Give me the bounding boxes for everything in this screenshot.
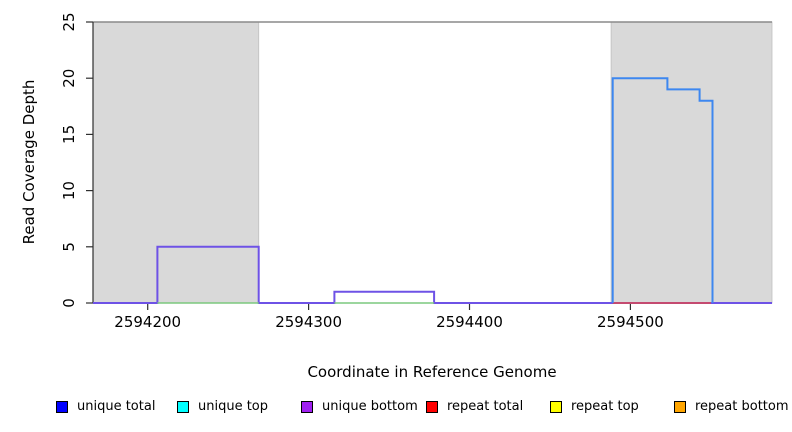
legend-item-unique-top: unique top: [177, 399, 268, 414]
y-tick-label: 25: [60, 12, 78, 31]
shaded-region-left: [92, 21, 260, 304]
legend-label: repeat top: [571, 399, 639, 414]
shaded-region-right: [610, 21, 773, 304]
legend-label: unique top: [198, 399, 269, 414]
x-axis-title: Coordinate in Reference Genome: [307, 363, 557, 381]
legend-swatch-unique-top: [177, 400, 189, 413]
legend-item-unique-total: unique total: [56, 399, 155, 414]
y-tick-label: 0: [60, 298, 78, 308]
y-axis-title: Read Coverage Depth: [20, 79, 38, 245]
x-tick-label: 2594500: [597, 313, 664, 331]
legend-swatch-repeat-bottom: [674, 400, 686, 413]
y-tick-label: 5: [60, 242, 78, 252]
y-tick-label: 15: [60, 125, 78, 144]
legend-label: repeat bottom: [695, 399, 789, 414]
legend-label: repeat total: [447, 399, 524, 414]
legend-swatch-repeat-top: [550, 400, 562, 413]
legend: unique total unique top unique bottom repea…: [0, 399, 792, 417]
y-tick-label: 10: [60, 181, 78, 200]
legend-swatch-unique-total: [56, 400, 68, 413]
y-tick-label: 20: [60, 69, 78, 88]
x-tick-label: 2594300: [275, 313, 342, 331]
legend-swatch-repeat-total: [426, 400, 438, 413]
legend-item-repeat-top: repeat top: [550, 399, 639, 414]
legend-swatch-unique-bottom: [301, 400, 313, 413]
legend-item-repeat-bottom: repeat bottom: [674, 399, 789, 414]
legend-label: unique bottom: [322, 399, 418, 414]
legend-item-repeat-total: repeat total: [426, 399, 523, 414]
legend-label: unique total: [77, 399, 156, 414]
x-tick-label: 2594400: [436, 313, 503, 331]
legend-item-unique-bottom: unique bottom: [301, 399, 418, 414]
series-unique-bottom: [93, 245, 772, 304]
x-tick-label: 2594200: [114, 313, 181, 331]
series-unique-total: [611, 77, 714, 303]
